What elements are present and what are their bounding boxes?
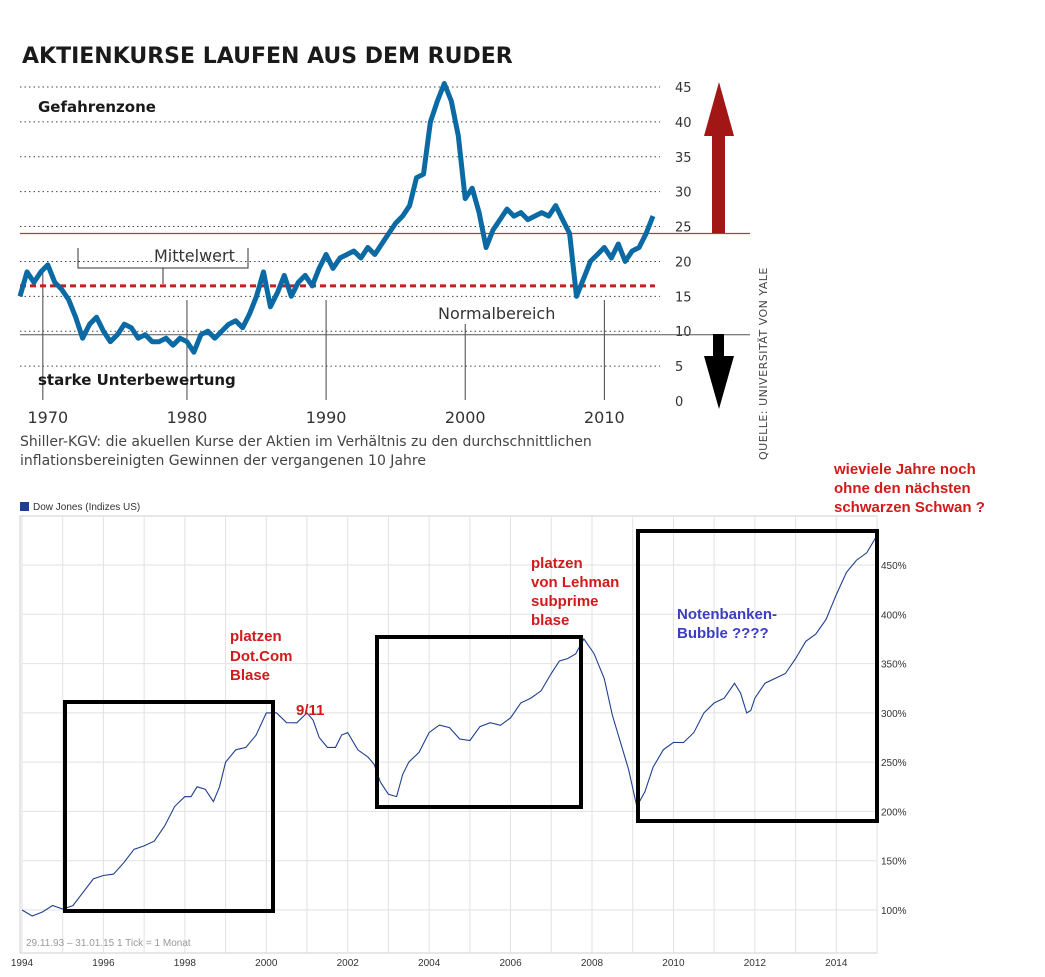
bottom-x-ticks: 1994 1996 1998 2000 2002 2004 2006 2008 2010 2012… — [11, 958, 848, 969]
bottom-x-tick-label: 2004 — [418, 958, 441, 969]
bottom-y-tick-label: 350% — [881, 660, 907, 671]
dow-jones-series-line — [21, 535, 878, 917]
annotation-lehman-line-4: blase — [531, 612, 569, 629]
box-dotcom — [63, 700, 275, 913]
annotation-black-swan: wieviele Jahre noch ohne den nächsten sc… — [833, 461, 985, 516]
danger-zone-label: Gefahrenzone — [38, 98, 156, 116]
top-y-tick-label: 5 — [675, 360, 683, 375]
annotation-dotcom-line-3: Blase — [230, 667, 270, 684]
annotation-lehman-line-2: von Lehman — [531, 574, 619, 591]
bottom-x-tick-label: 1994 — [11, 958, 34, 969]
top-y-tick-label: 40 — [675, 116, 692, 131]
bottom-x-tick-label: 2002 — [337, 958, 360, 969]
bottom-y-tick-label: 200% — [881, 807, 907, 818]
top-y-tick-label: 15 — [675, 290, 692, 305]
normal-label-bg — [434, 300, 566, 324]
bottom-y-tick-label: 150% — [881, 857, 907, 868]
bottom-x-tick-label: 2006 — [499, 958, 522, 969]
annotation-central-banks: Notenbanken- Bubble ???? — [677, 606, 777, 642]
annotation-central-banks-line-2: Bubble ???? — [677, 625, 769, 642]
top-y-tick-label: 35 — [675, 151, 692, 166]
bottom-x-tick-label: 2012 — [744, 958, 767, 969]
top-y-tick-label: 25 — [675, 221, 692, 236]
bottom-x-tick-label: 1996 — [92, 958, 115, 969]
top-y-ticks: 45 40 35 30 25 20 15 10 5 0 — [675, 81, 692, 410]
bottom-footer: 29.11.93 – 31.01.15 1 Tick = 1 Monat — [26, 938, 191, 949]
box-central-banks — [636, 529, 879, 823]
bottom-x-tick-label: 2000 — [255, 958, 278, 969]
shiller-pe-series-line — [17, 81, 656, 355]
arrow-down-icon — [704, 334, 734, 409]
annotation-dotcom-line-2: Dot.Com — [230, 648, 293, 665]
top-x-tick-label: 2010 — [584, 408, 625, 427]
top-y-tick-label: 0 — [675, 395, 683, 410]
top-x-tick-label: 2000 — [445, 408, 486, 427]
bottom-y-tick-label: 100% — [881, 906, 907, 917]
annotation-lehman-line-3: subprime — [531, 593, 599, 610]
bottom-x-tick-label: 2010 — [662, 958, 685, 969]
top-x-tick-label: 1970 — [27, 408, 68, 427]
bottom-x-tick-label: 1998 — [174, 958, 197, 969]
annotation-dotcom: platzen Dot.Com Blase — [230, 628, 293, 684]
mean-label: Mittelwert — [154, 246, 235, 265]
annotation-central-banks-line-1: Notenbanken- — [677, 606, 777, 623]
bottom-x-tick-label: 2014 — [825, 958, 848, 969]
legend-label: Dow Jones (Indizes US) — [33, 502, 140, 513]
normal-label: Normalbereich — [438, 304, 555, 323]
bottom-y-ticks: 100% 150% 200% 250% 300% 350% 400% 450% — [881, 561, 907, 917]
caption-line-1: Shiller-KGV: die akuellen Kurse der Akti… — [20, 434, 592, 450]
arrow-up-icon — [704, 82, 734, 233]
annotation-lehman-line-1: platzen — [531, 555, 583, 572]
caption-line-2: inflationsbereinigten Gewinnen der verga… — [20, 453, 426, 469]
legend-swatch — [20, 502, 29, 511]
annotation-black-swan-line-3: schwarzen Schwan ? — [834, 499, 985, 516]
top-y-tick-label: 10 — [675, 325, 692, 340]
box-lehman — [375, 635, 583, 809]
top-x-tick-label: 1990 — [306, 408, 347, 427]
bottom-plot-frame — [19, 515, 878, 954]
bottom-y-tick-label: 250% — [881, 758, 907, 769]
bottom-y-tick-label: 450% — [881, 561, 907, 572]
bottom-y-tick-label: 300% — [881, 709, 907, 720]
bottom-gridlines — [21, 516, 878, 953]
top-x-ticks: 1970 1980 1990 2000 2010 — [27, 408, 624, 427]
chart-title: AKTIENKURSE LAUFEN AUS DEM RUDER — [22, 44, 513, 69]
annotation-black-swan-line-1: wieviele Jahre noch — [833, 461, 976, 478]
top-y-tick-label: 20 — [675, 255, 692, 270]
bottom-x-tick-label: 2008 — [581, 958, 604, 969]
annotation-lehman: platzen von Lehman subprime blase — [531, 555, 619, 629]
annotation-black-swan-line-2: ohne den nächsten — [834, 480, 971, 497]
bottom-y-tick-label: 400% — [881, 610, 907, 621]
top-y-tick-label: 30 — [675, 186, 692, 201]
top-y-tick-label: 45 — [675, 81, 692, 96]
annotation-911: 9/11 — [296, 702, 324, 719]
source-label: QUELLE: UNIVERSITÄT VON YALE — [757, 267, 770, 460]
top-x-tick-label: 1980 — [167, 408, 208, 427]
undervaluation-label: starke Unterbewertung — [38, 371, 236, 389]
annotation-dotcom-line-1: platzen — [230, 628, 282, 645]
